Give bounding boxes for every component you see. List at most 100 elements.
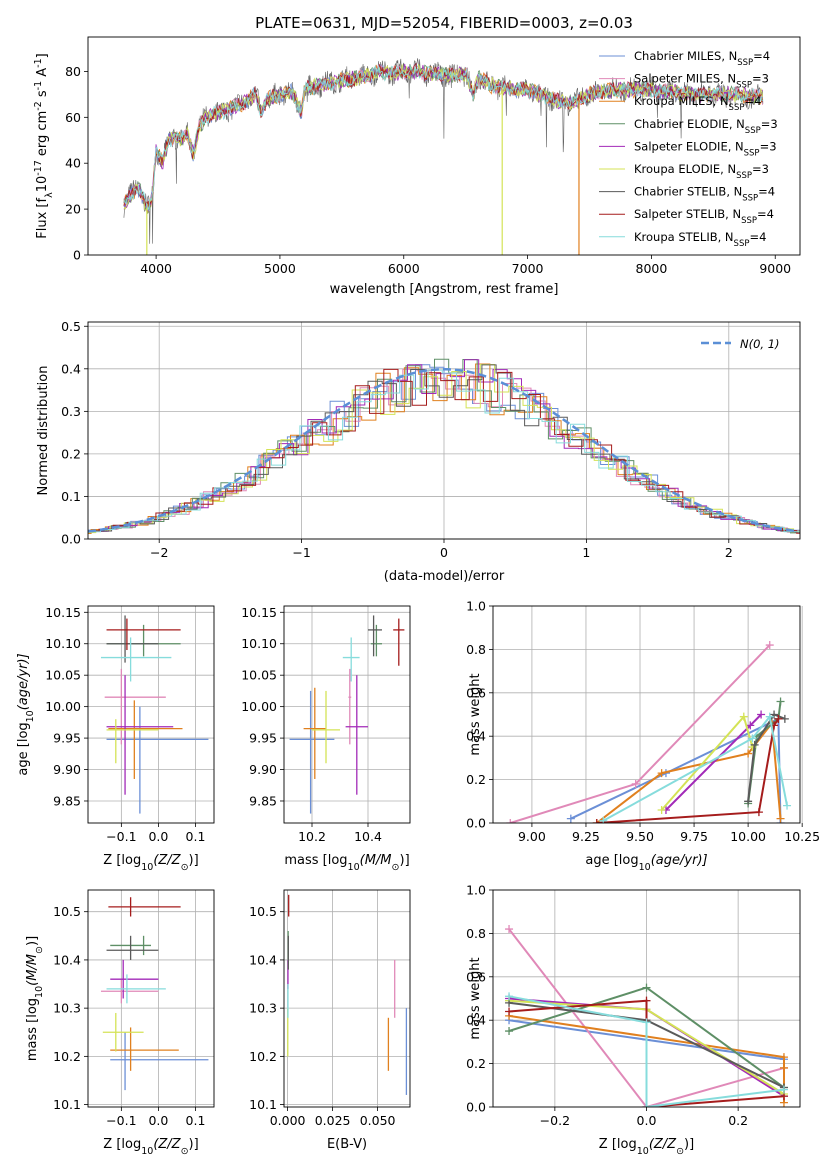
- axes-weight_vs_Z: −0.2 0.0 0.2 0.0 0.2 0.4 0.6 0.8 1.0 mass weight Z…: [466, 883, 801, 1157]
- x-tick-label: 9.75: [680, 829, 708, 844]
- y-tick-label: 80: [65, 64, 81, 79]
- x-tick-label: 9.50: [626, 829, 654, 844]
- weight-marker: [506, 819, 515, 823]
- y-axis-label: mass weight: [468, 673, 483, 755]
- axes-mass_vs_ebv: 0.000 0.025 0.050 10.1 10.2 10.3 10.4 10.5 E(B-V…: [249, 889, 411, 1152]
- weight-marker: [754, 808, 763, 817]
- x-axis-label: Z [log10(Z/Z⊙)]: [103, 853, 198, 873]
- legend-label: Salpeter ELODIE, NSSP=3: [634, 139, 777, 158]
- x-tick-label: −2: [150, 545, 168, 560]
- x-tick-label: 0.0: [637, 1113, 657, 1128]
- y-tick-label: 0.4: [466, 729, 486, 744]
- weight-line-6: [747, 713, 786, 802]
- weight-marker: [642, 996, 651, 1005]
- weight-marker: [739, 712, 748, 721]
- legend-label: Kroupa STELIB, NSSP=4: [634, 230, 766, 249]
- y-tick-label: 9.85: [249, 793, 277, 808]
- y-tick-label: 0.8: [466, 642, 486, 657]
- y-tick-label: 0.0: [466, 816, 486, 831]
- figure-title: PLATE=0631, MJD=52054, FIBERID=0003, z=0…: [255, 14, 633, 32]
- x-tick-label: 10.2: [298, 829, 326, 844]
- x-tick-label: 10.25: [784, 829, 819, 844]
- y-tick-label: 9.90: [249, 762, 277, 777]
- legend-label: Salpeter MILES, NSSP=3: [634, 72, 769, 91]
- y-tick-label: 9.90: [53, 762, 81, 777]
- weight-marker: [505, 1027, 514, 1036]
- y-tick-label: 0.3: [61, 404, 81, 419]
- x-tick-label: 2: [725, 545, 733, 560]
- y-tick-label: 20: [65, 202, 81, 217]
- weight-marker: [657, 769, 666, 778]
- axes-spectrum: 4000 5000 6000 7000 8000 9000 0 20 40 60 80 wavelen…: [33, 36, 801, 297]
- y-tick-label: 10.2: [53, 1049, 81, 1064]
- x-tick-label: 0.025: [315, 1113, 351, 1128]
- y-tick-label: 9.85: [53, 793, 81, 808]
- x-tick-label: 0: [440, 545, 448, 560]
- y-tick-label: 0.6: [466, 685, 486, 700]
- normal-curve: [88, 368, 798, 533]
- y-axis-label: mass [log10(M/M⊙)]: [25, 936, 45, 1061]
- weight-marker: [631, 779, 640, 788]
- y-tick-label: 0.0: [61, 532, 81, 547]
- weight-marker: [505, 925, 514, 934]
- y-tick-label: 10.05: [241, 668, 277, 683]
- weight-marker: [776, 814, 785, 823]
- axes-frame: [283, 889, 411, 1108]
- weight-marker: [505, 992, 514, 1001]
- plot-area-mass_vs_Z: [100, 897, 209, 1091]
- weight-line-8: [508, 995, 785, 1107]
- y-tick-label: 1.0: [466, 883, 486, 898]
- y-axis-label: age [log10(age/yr)]: [16, 653, 36, 775]
- x-tick-label: 9.00: [518, 829, 546, 844]
- weight-marker: [774, 714, 783, 723]
- x-tick-label: 0.0: [148, 829, 168, 844]
- plot-area-weight_vs_Z: [505, 925, 788, 1107]
- weight-marker: [642, 983, 651, 992]
- weight-marker: [779, 1053, 788, 1062]
- y-axis-label: Normed distribution: [36, 366, 51, 496]
- x-tick-label: 5000: [264, 261, 296, 276]
- weight-marker: [770, 710, 779, 719]
- x-axis-label: Z [log10(Z/Z⊙)]: [103, 1137, 198, 1157]
- x-tick-label: −0.1: [106, 1113, 136, 1128]
- plot-area-age_vs_Z: [100, 615, 209, 814]
- y-tick-label: 0.8: [466, 926, 486, 941]
- x-tick-label: −0.2: [540, 1113, 570, 1128]
- x-tick-label: 10.00: [730, 829, 766, 844]
- y-tick-label: 10.10: [241, 636, 277, 651]
- weight-marker: [744, 749, 753, 758]
- x-tick-label: 0.0: [148, 1113, 168, 1128]
- y-tick-label: 60: [65, 110, 81, 125]
- y-tick-label: 10.00: [45, 699, 81, 714]
- y-tick-label: 10.15: [241, 605, 277, 620]
- y-tick-label: 0.0: [466, 1100, 486, 1115]
- axes-frame: [87, 605, 215, 824]
- weight-marker: [744, 797, 753, 806]
- x-tick-label: 9000: [759, 261, 791, 276]
- y-tick-label: 9.95: [53, 731, 81, 746]
- weight-marker: [779, 1063, 788, 1072]
- legend: Chabrier MILES, NSSP=4 Salpeter MILES, NS…: [599, 49, 778, 249]
- axes-age_vs_Z: −0.1 0.0 0.1 9.85 9.90 9.95 10.00 10.05 10.10 10.…: [16, 605, 215, 873]
- legend-label: Chabrier ELODIE, NSSP=3: [634, 117, 778, 136]
- weight-marker: [746, 721, 755, 730]
- x-tick-label: 6000: [388, 261, 420, 276]
- legend-label: Chabrier STELIB, NSSP=4: [634, 185, 775, 204]
- axes-frame: [492, 605, 801, 824]
- y-tick-label: 9.95: [249, 731, 277, 746]
- y-tick-label: 10.00: [241, 699, 277, 714]
- y-tick-label: 10.5: [249, 904, 277, 919]
- weight-marker: [757, 710, 766, 719]
- y-tick-label: 10.4: [249, 952, 277, 967]
- legend-label: Kroupa ELODIE, NSSP=3: [634, 162, 769, 181]
- x-axis-label: age [log10(age/yr)]: [585, 853, 707, 873]
- histogram-7: [88, 368, 800, 534]
- spectrum-line-8: [123, 64, 763, 211]
- axes-frame: [87, 36, 801, 256]
- x-axis-label: Z [log10(Z/Z⊙)]: [599, 1137, 694, 1157]
- y-tick-label: 0.4: [61, 361, 81, 376]
- axes-frame: [283, 605, 411, 824]
- weight-marker: [765, 641, 774, 650]
- x-tick-label: 9.25: [572, 829, 600, 844]
- x-tick-label: −0.1: [106, 829, 136, 844]
